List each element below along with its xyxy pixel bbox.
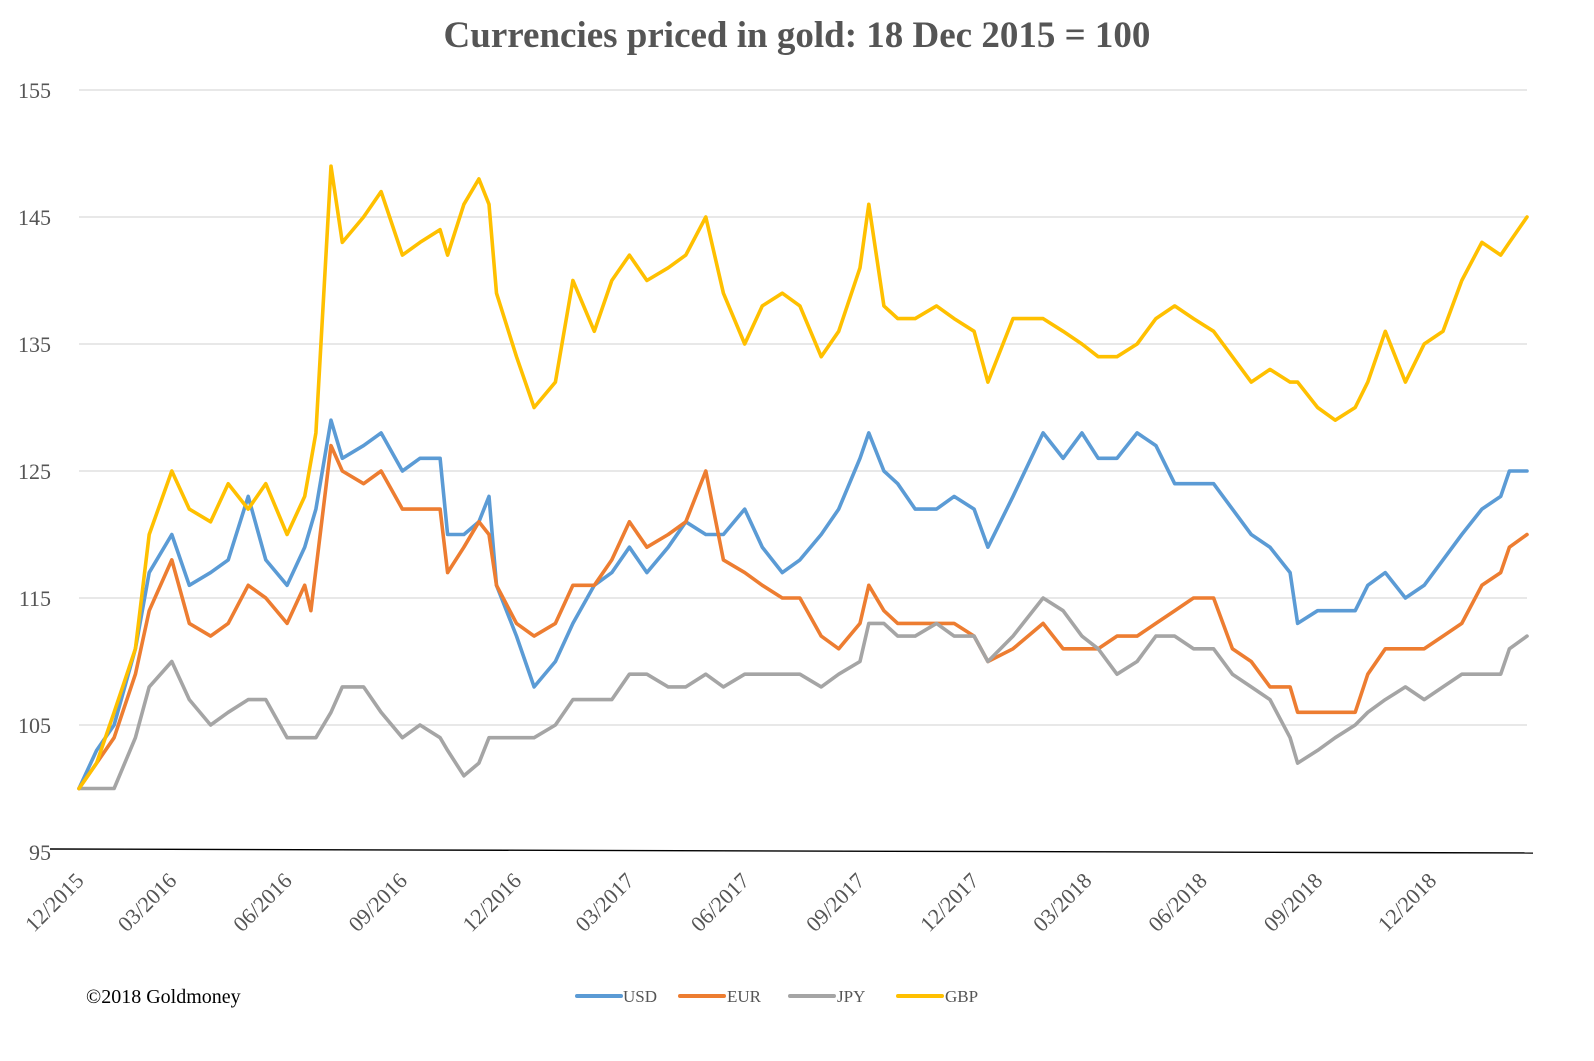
x-tick-label: 03/2017 [570,868,639,937]
series-line-gbp [77,164,1529,791]
y-tick-label: 135 [18,332,51,357]
x-tick-label: 06/2018 [1143,868,1212,937]
y-tick-label: 95 [29,840,51,865]
x-axis-tick-labels: 12/2015 03/2016 06/2016 09/2016 12/2016 03/20… [20,868,1441,937]
x-tick-label: 12/2016 [457,868,526,937]
x-tick-label: 09/2017 [801,868,870,937]
x-tick-label: 12/2017 [915,868,984,937]
y-axis-tick-labels: 95 105 115 125 135 145 155 [18,78,51,865]
x-tick-label: 12/2018 [1373,868,1442,937]
y-tick-label: 125 [18,459,51,484]
y-tick-label: 155 [18,78,51,103]
x-tick-label: 12/2015 [20,868,89,937]
x-tick-label: 09/2016 [343,868,412,937]
x-tick-label: 06/2016 [228,868,297,937]
x-axis-line [49,848,1534,854]
copyright-text: ©2018 Goldmoney [86,986,241,1008]
x-tick-label: 06/2017 [686,868,755,937]
gridlines [49,89,1534,854]
legend-label-jpy: JPY [837,987,865,1006]
series-line-eur [77,443,1529,791]
legend-label-eur: EUR [727,987,762,1006]
chart-title: Currencies priced in gold: 18 Dec 2015 =… [444,15,1151,56]
series-line-usd [77,418,1529,791]
x-tick-label: 03/2016 [113,868,182,937]
y-tick-label: 145 [18,205,51,230]
series-lines [77,164,1529,791]
series-line-jpy [77,596,1529,791]
x-tick-label: 03/2018 [1028,868,1097,937]
legend-label-usd: USD [623,987,657,1006]
legend-label-gbp: GBP [945,987,978,1006]
x-tick-label: 09/2018 [1258,868,1327,937]
y-tick-label: 105 [18,713,51,738]
y-tick-label: 115 [19,586,51,611]
legend: USD EUR JPY GBP [575,987,978,1006]
